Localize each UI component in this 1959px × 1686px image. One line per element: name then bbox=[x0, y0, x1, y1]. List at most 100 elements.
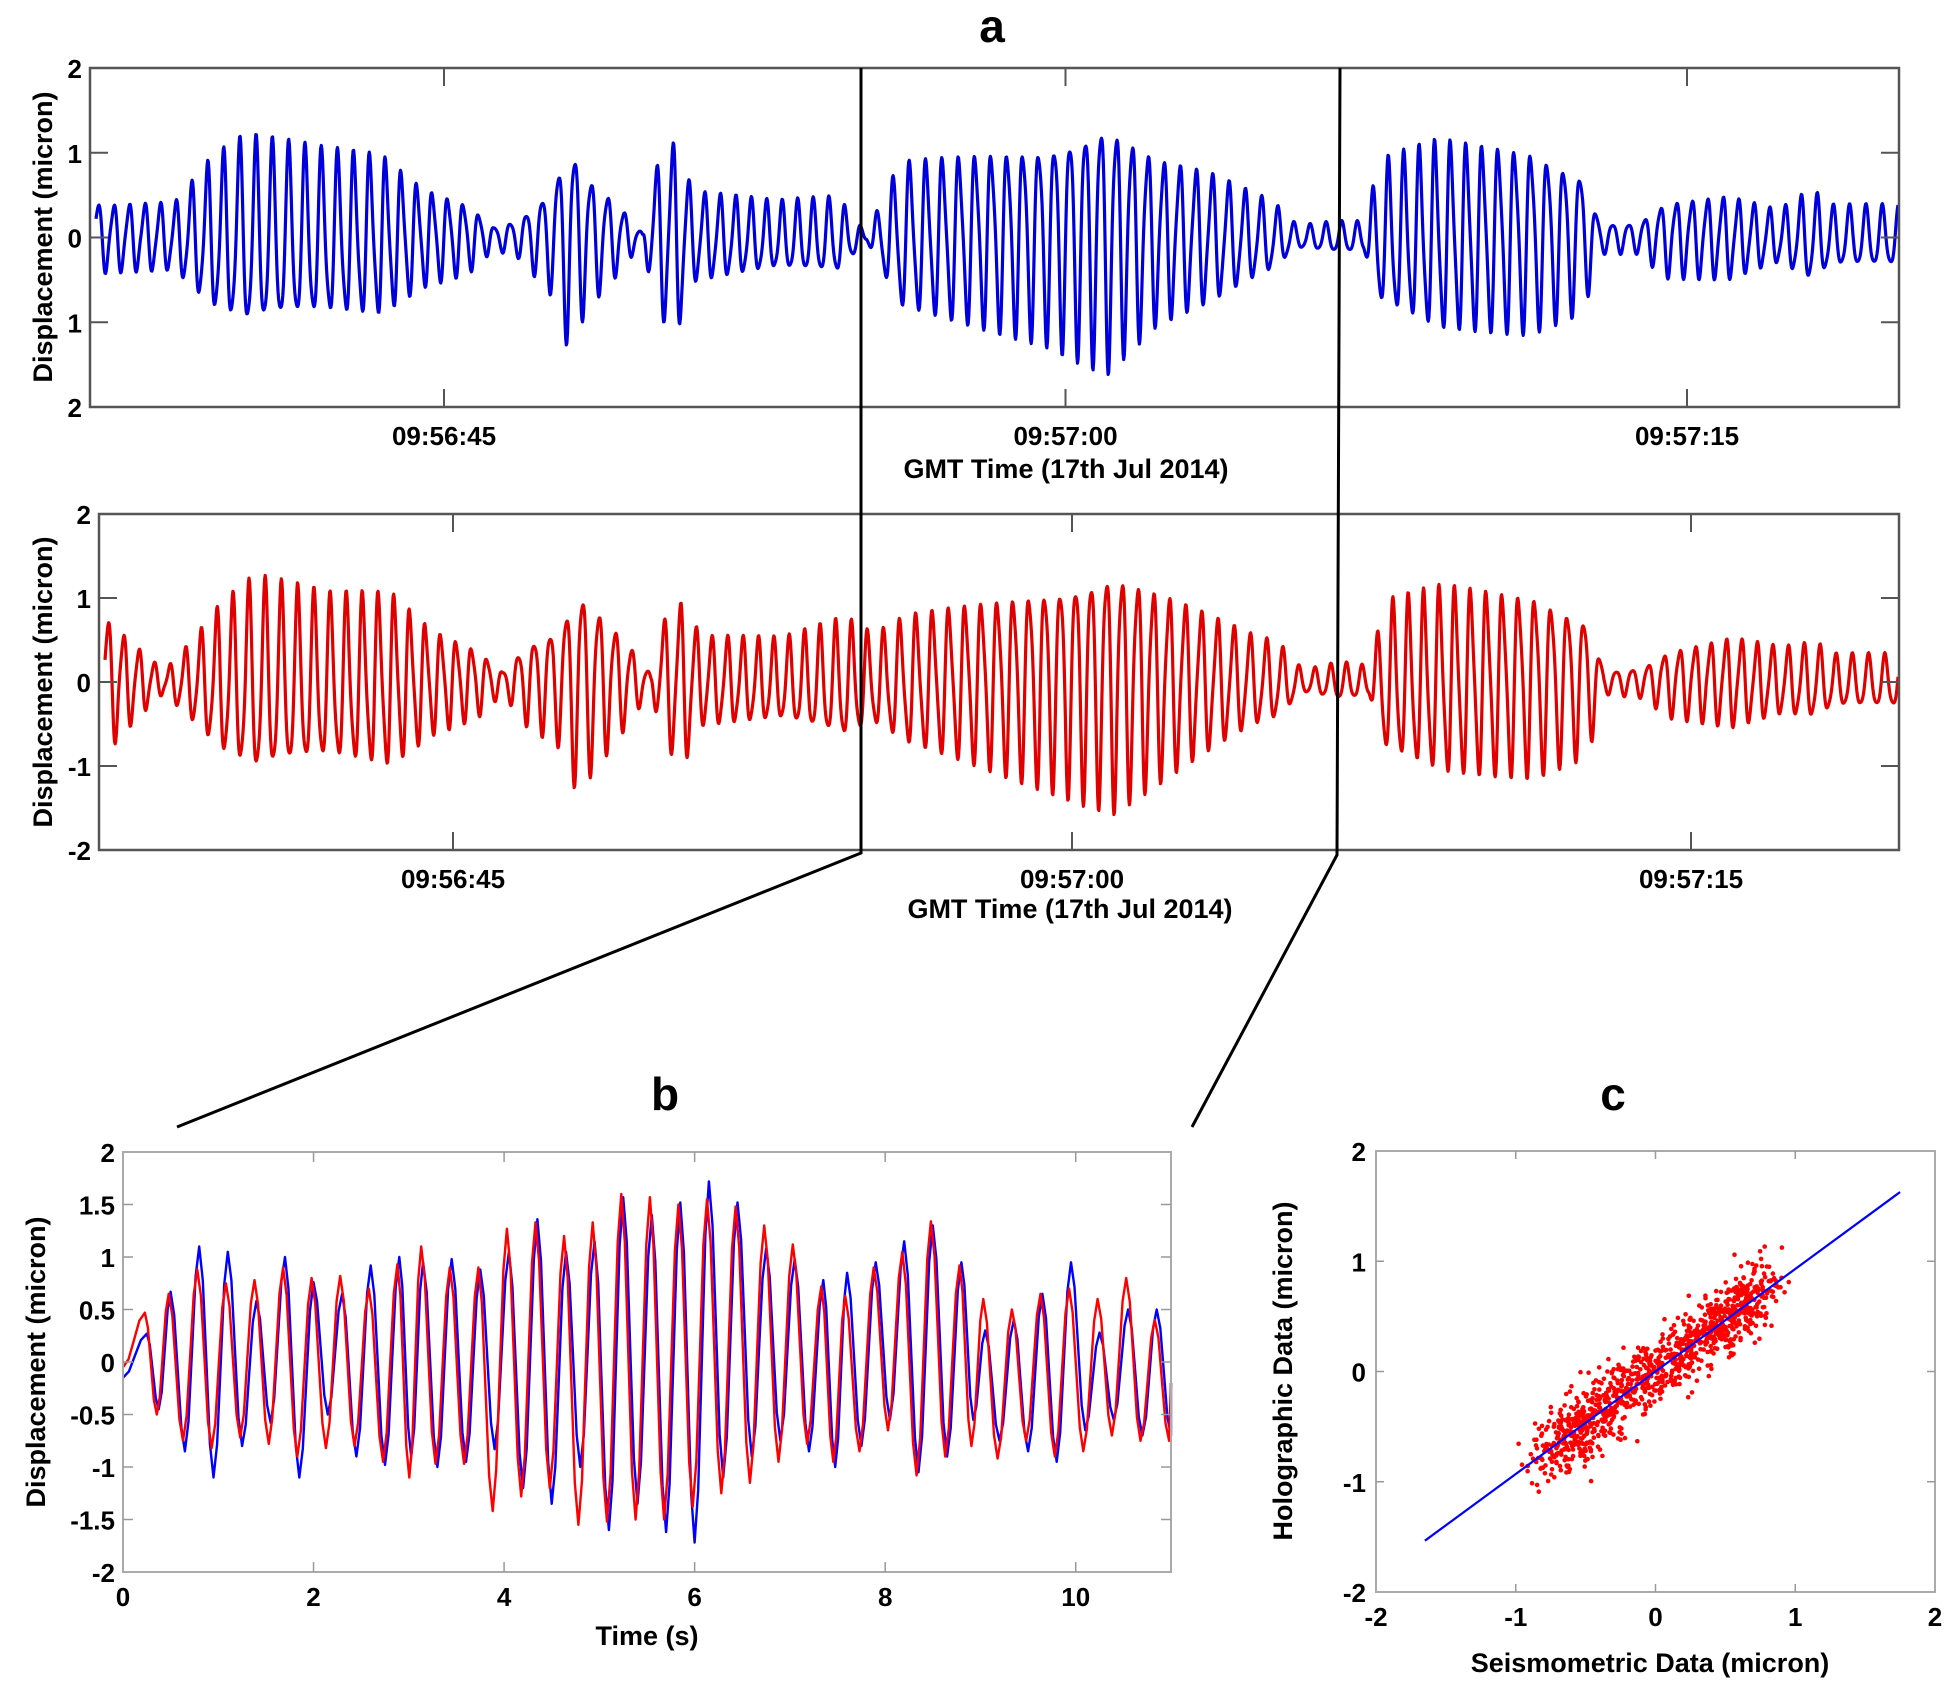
fit-line bbox=[1424, 1191, 1901, 1542]
scatter-point bbox=[1563, 1431, 1568, 1436]
scatter-point bbox=[1721, 1307, 1727, 1313]
scatter-point bbox=[1599, 1380, 1604, 1386]
scatter-point bbox=[1587, 1398, 1592, 1403]
scatter-point bbox=[1583, 1442, 1589, 1447]
scatter-point bbox=[1539, 1431, 1545, 1436]
scatter-point bbox=[1542, 1471, 1548, 1476]
y-tick-label: -2 bbox=[68, 836, 91, 866]
scatter-point bbox=[1641, 1382, 1646, 1387]
scatter-point bbox=[1607, 1430, 1612, 1435]
scatter-point bbox=[1701, 1323, 1706, 1328]
scatter-point bbox=[1705, 1303, 1711, 1308]
scatter-point bbox=[1758, 1256, 1764, 1262]
scatter-point bbox=[1615, 1378, 1620, 1383]
scatter-point bbox=[1648, 1354, 1654, 1360]
scatter-point bbox=[1721, 1327, 1726, 1332]
scatter-point bbox=[1622, 1402, 1627, 1408]
scatter-point bbox=[1737, 1321, 1743, 1327]
scatter-point bbox=[1554, 1436, 1560, 1441]
scatter-point bbox=[1696, 1366, 1702, 1371]
scatter-point bbox=[1713, 1288, 1719, 1294]
panel-c-scatter: 2 1 0 -1 -2-2 -1 0 1 2 Holographic Data (micron)… bbox=[1268, 1137, 1942, 1678]
scatter-point bbox=[1563, 1391, 1569, 1397]
scatter-point bbox=[1653, 1348, 1658, 1353]
y-tick-label: 2 bbox=[77, 500, 91, 530]
scatter-point bbox=[1621, 1345, 1626, 1350]
scatter-point bbox=[1611, 1375, 1616, 1380]
scatter-point bbox=[1665, 1354, 1670, 1360]
scatter-point bbox=[1660, 1344, 1666, 1350]
scatter-point bbox=[1728, 1350, 1734, 1356]
scatter-point bbox=[1693, 1350, 1699, 1356]
x-tick-label: 09:57:15 bbox=[1639, 864, 1743, 894]
plot-frame bbox=[122, 1151, 1172, 1573]
y-tick-label: -2 bbox=[92, 1558, 115, 1588]
scatter-point bbox=[1699, 1358, 1704, 1363]
scatter-point bbox=[1582, 1433, 1587, 1438]
zoom-connector-right bbox=[1190, 67, 1342, 1128]
scatter-point bbox=[1687, 1317, 1692, 1323]
scatter-point bbox=[1621, 1369, 1627, 1375]
scatter-point bbox=[1659, 1348, 1664, 1354]
scatter-point bbox=[1666, 1336, 1671, 1342]
scatter-point bbox=[1570, 1447, 1576, 1452]
scatter-point bbox=[1773, 1298, 1779, 1304]
scatter-point bbox=[1761, 1271, 1767, 1276]
scatter-point bbox=[1709, 1319, 1714, 1325]
scatter-point bbox=[1674, 1335, 1680, 1341]
scatter-point bbox=[1545, 1478, 1551, 1484]
y-tick-label: 2 bbox=[101, 1138, 115, 1168]
scatter-point bbox=[1671, 1323, 1677, 1328]
scatter-point bbox=[1534, 1482, 1540, 1488]
scatter-point bbox=[1726, 1287, 1731, 1292]
scatter-point bbox=[1623, 1385, 1629, 1391]
x-axis-label: Seismometric Data (micron) bbox=[1471, 1648, 1830, 1678]
x-axis-label: GMT Time (17th Jul 2014) bbox=[903, 454, 1228, 484]
scatter-point bbox=[1753, 1311, 1759, 1317]
scatter-point bbox=[1563, 1440, 1568, 1445]
scatter-point bbox=[1565, 1447, 1571, 1452]
scatter-point bbox=[1692, 1355, 1698, 1360]
scatter-point bbox=[1544, 1441, 1549, 1447]
scatter-point bbox=[1635, 1438, 1640, 1444]
scatter-point bbox=[1681, 1338, 1687, 1343]
scatter-point bbox=[1747, 1281, 1753, 1287]
scatter-point bbox=[1758, 1311, 1763, 1316]
scatter-point bbox=[1551, 1424, 1557, 1429]
y-tick-label: 1 bbox=[101, 1243, 115, 1273]
scatter-point bbox=[1733, 1334, 1738, 1339]
scatter-point bbox=[1641, 1356, 1646, 1362]
scatter-point bbox=[1617, 1430, 1622, 1435]
y-tick-label: 2 bbox=[68, 54, 82, 84]
scatter-point bbox=[1718, 1317, 1723, 1323]
scatter-point bbox=[1516, 1441, 1521, 1447]
scatter-point bbox=[1627, 1404, 1633, 1409]
x-tick-label: 09:57:00 bbox=[1020, 864, 1124, 894]
scatter-point bbox=[1562, 1403, 1567, 1408]
scatter-point bbox=[1660, 1379, 1665, 1385]
x-tick-label: 09:56:45 bbox=[401, 864, 505, 894]
scatter-point bbox=[1672, 1361, 1677, 1366]
scatter-point bbox=[1691, 1318, 1696, 1324]
scatter-point bbox=[1579, 1448, 1584, 1454]
scatter-point bbox=[1574, 1403, 1580, 1409]
scatter-point bbox=[1764, 1291, 1770, 1296]
scatter-point bbox=[1642, 1411, 1648, 1417]
scatter-point bbox=[1723, 1280, 1728, 1285]
scatter-point bbox=[1634, 1377, 1639, 1382]
scatter-point bbox=[1591, 1380, 1596, 1386]
panel-b-comparison: 21.510.50-0.5-1-1.5-20 2 4 6 8 10 Displacemen… bbox=[21, 1138, 1173, 1651]
scatter-point bbox=[1711, 1337, 1716, 1342]
scatter-point bbox=[1597, 1405, 1603, 1410]
scatter-point bbox=[1638, 1367, 1643, 1372]
x-tick-label: -1 bbox=[1504, 1602, 1527, 1632]
scatter-point bbox=[1633, 1358, 1638, 1363]
scatter-point bbox=[1770, 1271, 1776, 1276]
scatter-point bbox=[1662, 1383, 1668, 1388]
scatter-point bbox=[1594, 1422, 1600, 1428]
scatter-point bbox=[1608, 1426, 1614, 1431]
scatter-point bbox=[1662, 1316, 1667, 1322]
scatter-point bbox=[1668, 1376, 1674, 1382]
scatter-point bbox=[1757, 1249, 1763, 1254]
